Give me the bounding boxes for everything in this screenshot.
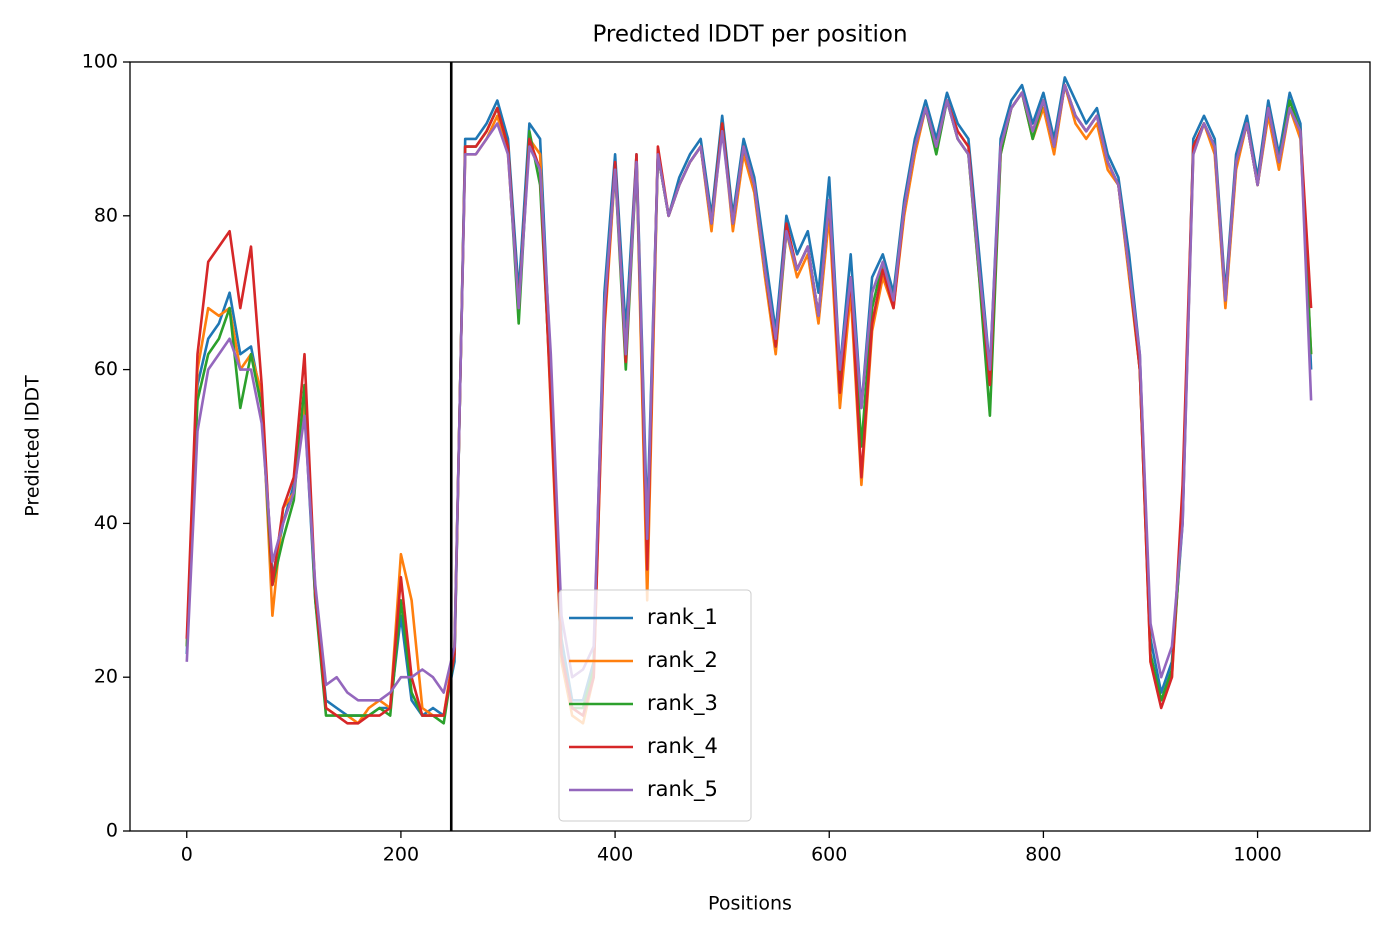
plot-frame: [129, 61, 1371, 832]
x-tick-label: 1000: [1233, 844, 1281, 866]
y-tick-label: 60: [94, 358, 118, 380]
series-line: [185, 83, 1313, 702]
y-tick-label: 100: [82, 51, 118, 73]
y-tick-label: 40: [94, 512, 118, 534]
legend-label: rank_4: [647, 734, 718, 759]
x-tick-label: 200: [383, 844, 419, 866]
x-tick-label: 600: [811, 844, 847, 866]
legend-box: [558, 589, 752, 822]
x-tick-label: 800: [1025, 844, 1061, 866]
y-tick-label: 20: [94, 666, 118, 688]
legend-label: rank_3: [647, 691, 718, 716]
legend-label: rank_5: [647, 777, 718, 802]
y-tick-label: 0: [106, 820, 118, 842]
y-tick-label: 80: [94, 204, 118, 226]
x-tick-label: 400: [597, 844, 633, 866]
legend-label: rank_2: [647, 648, 718, 673]
x-axis-label: Positions: [708, 893, 792, 915]
y-axis-label: Predicted lDDT: [22, 375, 44, 517]
legend-label: rank_1: [647, 605, 718, 630]
x-tick-label: 0: [181, 844, 193, 866]
chart-title: Predicted lDDT per position: [592, 22, 907, 48]
